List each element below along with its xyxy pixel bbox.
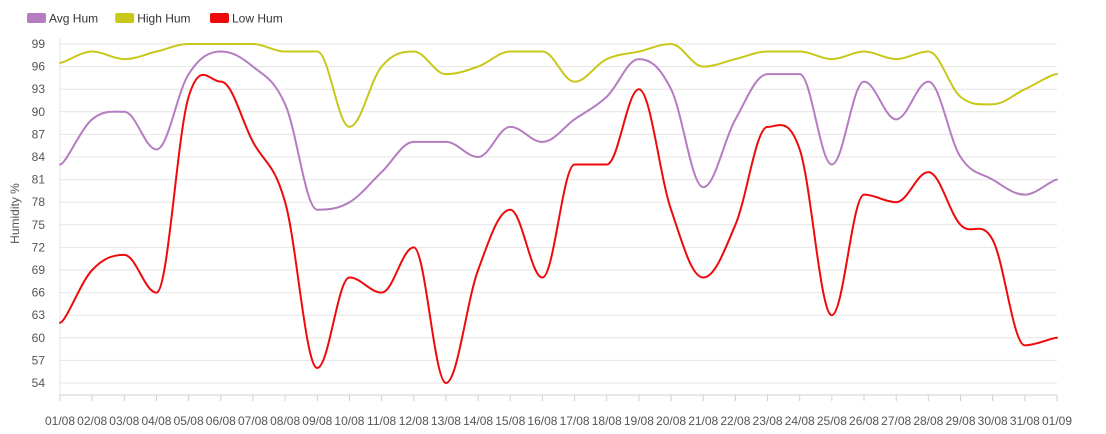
legend-item-low-hum: Low Hum bbox=[210, 12, 283, 26]
y-axis-label: Humidity % bbox=[8, 183, 22, 244]
y-tick-label: 87 bbox=[32, 127, 46, 141]
x-tick-label: 13/08 bbox=[431, 414, 461, 428]
y-tick-label: 69 bbox=[32, 263, 46, 277]
x-tick-label: 27/08 bbox=[881, 414, 911, 428]
x-tick-label: 11/08 bbox=[367, 414, 396, 428]
y-tick-label: 99 bbox=[32, 37, 46, 51]
x-tick-label: 15/08 bbox=[495, 414, 525, 428]
y-tick-label: 54 bbox=[32, 376, 46, 390]
x-tick-label: 23/08 bbox=[753, 414, 783, 428]
y-tick-label: 57 bbox=[32, 353, 46, 367]
legend: Avg Hum High Hum Low Hum bbox=[27, 12, 283, 26]
x-tick-label: 04/08 bbox=[141, 414, 171, 428]
x-tick-label: 22/08 bbox=[720, 414, 750, 428]
series-line-high-hum bbox=[59, 42, 1058, 128]
x-tick-label: 07/08 bbox=[238, 414, 268, 428]
y-tick-label: 60 bbox=[32, 331, 46, 345]
y-axis-ticks: 54 57 60 63 66 69 72 75 78 81 84 87 90 93 96 99 bbox=[32, 37, 46, 390]
grid bbox=[60, 43, 1057, 384]
legend-item-avg-hum: Avg Hum bbox=[27, 12, 98, 26]
x-tick-label: 16/08 bbox=[527, 414, 557, 428]
x-tick-label: 14/08 bbox=[463, 414, 493, 428]
x-tick-label: 18/08 bbox=[592, 414, 622, 428]
x-tick-label: 10/08 bbox=[334, 414, 364, 428]
x-tick-label: 28/08 bbox=[913, 414, 943, 428]
x-tick-label: 09/08 bbox=[302, 414, 332, 428]
legend-swatch bbox=[210, 13, 229, 23]
y-tick-label: 84 bbox=[32, 150, 46, 164]
legend-item-high-hum: High Hum bbox=[115, 12, 191, 26]
x-tick-label: 31/08 bbox=[1010, 414, 1040, 428]
y-tick-label: 72 bbox=[32, 240, 46, 254]
legend-label: Avg Hum bbox=[49, 12, 98, 26]
x-tick-label: 25/08 bbox=[817, 414, 847, 428]
y-tick-label: 75 bbox=[32, 218, 46, 232]
x-tick-label: 30/08 bbox=[978, 414, 1008, 428]
x-tick-label: 26/08 bbox=[849, 414, 879, 428]
series-line-low-hum bbox=[59, 73, 1058, 384]
y-tick-label: 81 bbox=[32, 173, 46, 187]
y-tick-label: 78 bbox=[32, 195, 46, 209]
y-tick-label: 63 bbox=[32, 308, 46, 322]
x-tick-label: 12/08 bbox=[399, 414, 429, 428]
x-axis-ticks: 01/08 02/08 03/08 04/08 05/08 06/08 07/08 08/08… bbox=[45, 395, 1072, 428]
legend-label: Low Hum bbox=[232, 12, 283, 26]
y-tick-label: 93 bbox=[32, 82, 46, 96]
x-tick-label: 08/08 bbox=[270, 414, 300, 428]
x-tick-label: 19/08 bbox=[624, 414, 654, 428]
x-tick-label: 20/08 bbox=[656, 414, 686, 428]
y-tick-label: 90 bbox=[32, 105, 46, 119]
series-layer bbox=[59, 42, 1058, 384]
x-tick-label: 01/09 bbox=[1042, 414, 1072, 428]
legend-swatch bbox=[115, 13, 135, 23]
x-tick-label: 24/08 bbox=[785, 414, 815, 428]
x-tick-label: 17/08 bbox=[560, 414, 590, 428]
x-tick-label: 02/08 bbox=[77, 414, 107, 428]
y-tick-label: 66 bbox=[32, 286, 46, 300]
x-tick-label: 29/08 bbox=[946, 414, 976, 428]
legend-swatch bbox=[27, 13, 46, 23]
series-line-avg-hum bbox=[59, 50, 1058, 211]
x-tick-label: 03/08 bbox=[109, 414, 139, 428]
x-tick-label: 21/08 bbox=[688, 414, 718, 428]
x-tick-label: 01/08 bbox=[45, 414, 75, 428]
legend-label: High Hum bbox=[137, 12, 190, 26]
x-tick-label: 06/08 bbox=[206, 414, 236, 428]
x-tick-label: 05/08 bbox=[174, 414, 204, 428]
y-tick-label: 96 bbox=[32, 60, 46, 74]
